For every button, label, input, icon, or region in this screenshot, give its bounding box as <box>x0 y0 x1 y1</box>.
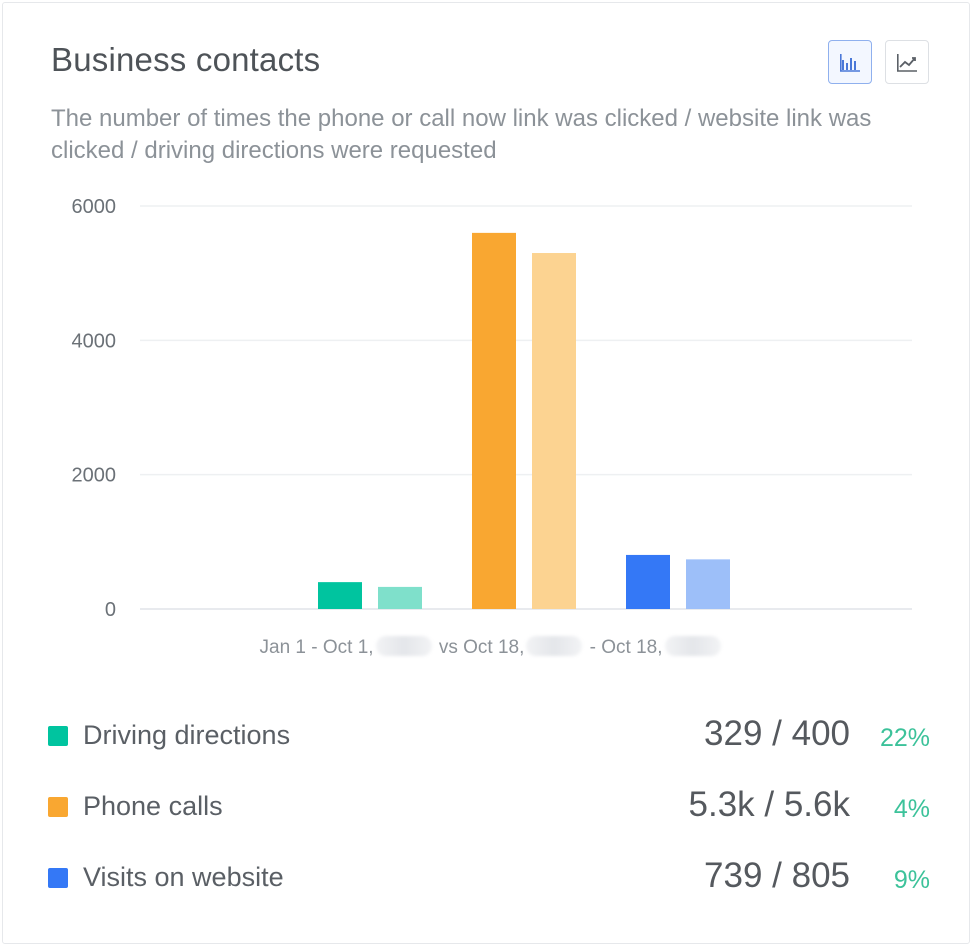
legend-label: Phone calls <box>83 791 223 821</box>
bar-chart-icon <box>840 54 860 72</box>
legend-row-driving-directions: Driving directions 329 / 400 22% <box>48 704 930 775</box>
line-chart-toggle[interactable] <box>885 40 929 84</box>
legend-change-percent: 22% <box>879 724 930 752</box>
bar-chart: 0 2000 4000 6000 <box>72 196 912 621</box>
bar-driving-directions-previous[interactable] <box>378 586 422 609</box>
line-chart-icon <box>897 54 917 72</box>
bar-visits-on-website-previous[interactable] <box>686 559 730 609</box>
legend-swatch <box>48 868 68 888</box>
legend-change-percent: 9% <box>893 866 930 894</box>
legend-change-percent: 4% <box>893 795 930 823</box>
bar-chart-toggle[interactable] <box>828 40 872 84</box>
bar-visits-on-website-current[interactable] <box>626 554 670 609</box>
y-tick-label: 4000 <box>72 330 117 352</box>
bar-phone-calls-previous[interactable] <box>532 253 576 609</box>
legend-row-visits-on-website: Visits on website 739 / 805 9% <box>48 846 930 917</box>
y-tick-label: 6000 <box>72 196 117 218</box>
legend-label: Driving directions <box>83 720 291 750</box>
card-subtitle: The number of times the phone or call no… <box>51 105 872 164</box>
x-label-part2: vs Oct 18, <box>438 637 525 658</box>
x-axis-label: Jan 1 - Oct 1, vs Oct 18, - Oct 18, <box>0 636 974 659</box>
legend-values: 5.3k / 5.6k <box>688 785 850 824</box>
x-label-part1: Jan 1 - Oct 1, <box>259 637 374 658</box>
legend-values: 739 / 805 <box>704 856 850 895</box>
bar-phone-calls-current[interactable] <box>472 232 516 609</box>
legend-row-phone-calls: Phone calls 5.3k / 5.6k 4% <box>48 775 930 846</box>
legend-swatch <box>48 797 68 817</box>
y-tick-label: 0 <box>105 599 116 621</box>
legend-values: 329 / 400 <box>704 714 850 753</box>
y-tick-label: 2000 <box>72 465 117 487</box>
redacted-year <box>526 636 583 656</box>
legend: Driving directions 329 / 400 22% Phone c… <box>48 704 930 917</box>
legend-label: Visits on website <box>83 862 284 892</box>
redacted-year <box>664 636 721 656</box>
card-title: Business contacts <box>51 41 321 78</box>
redacted-year <box>375 636 432 656</box>
legend-swatch <box>48 726 68 746</box>
x-label-part3: - Oct 18, <box>589 637 663 658</box>
bar-driving-directions-current[interactable] <box>318 582 362 609</box>
